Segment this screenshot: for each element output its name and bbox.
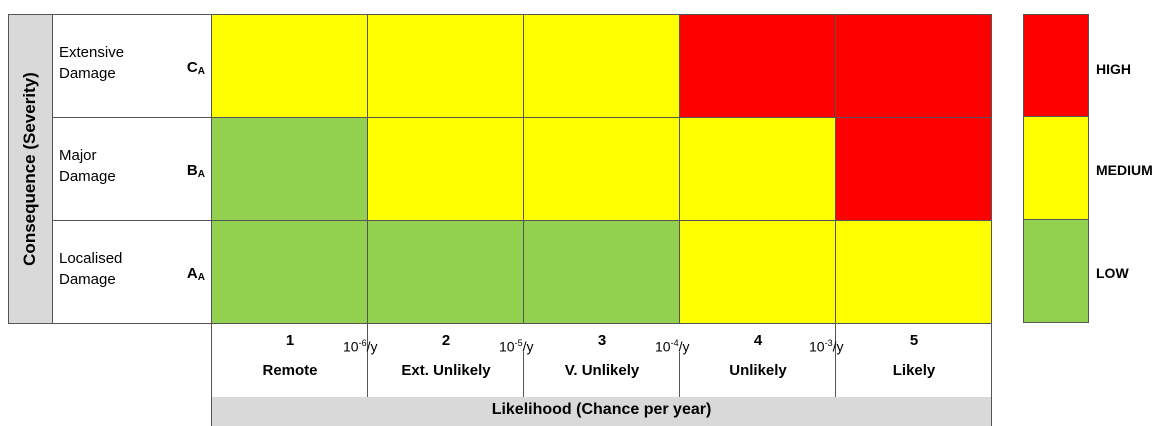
risk-cell-b3-medium: [524, 118, 680, 221]
likelihood-divider: [679, 352, 680, 397]
risk-cell-a5-medium: [836, 221, 991, 323]
likelihood-threshold: 10-4/y: [655, 338, 689, 355]
threshold-exponent: -3: [824, 338, 833, 348]
likelihood-name: Unlikely: [729, 362, 787, 379]
threshold-exponent: -6: [358, 338, 367, 348]
threshold-unit: /y: [522, 338, 534, 355]
x-axis-title: Likelihood (Chance per year): [491, 401, 712, 418]
severity-code-letter: C: [186, 59, 198, 76]
risk-cell-b2-medium: [368, 118, 524, 221]
severity-code: AA: [187, 265, 205, 283]
severity-name-line: Localised: [59, 250, 123, 267]
severity-name: Localised Damage: [59, 248, 159, 290]
likelihood-number: 1: [285, 332, 295, 349]
likelihood-number: 2: [441, 332, 451, 349]
severity-name-line: Major: [59, 147, 97, 164]
likelihood-number: 5: [909, 332, 919, 349]
y-axis-title: Consequence (Severity): [20, 72, 39, 266]
risk-cell-b1-low: [212, 118, 368, 221]
risk-matrix: [211, 14, 992, 324]
severity-code-letter: B: [186, 162, 198, 179]
severity-row-b: Major Damage BA: [53, 118, 211, 221]
likelihood-name: V. Unlikely: [564, 362, 640, 379]
risk-cell-c3-medium: [524, 15, 680, 118]
risk-cell-c2-medium: [368, 15, 524, 118]
x-axis-title-box: [211, 397, 992, 426]
severity-name: Major Damage: [59, 145, 159, 187]
severity-row-c: Extensive Damage CA: [53, 15, 211, 118]
risk-cell-b4-medium: [680, 118, 836, 221]
threshold-base: 10: [809, 338, 825, 355]
threshold-base: 10: [499, 338, 515, 355]
threshold-base: 10: [655, 338, 671, 355]
risk-cell-c1-medium: [212, 15, 368, 118]
severity-name: Extensive Damage: [59, 42, 159, 84]
legend-label-high: HIGH: [1096, 61, 1131, 77]
likelihood-divider: [523, 352, 524, 397]
severity-code-letter: A: [186, 265, 198, 282]
threshold-base: 10: [343, 338, 359, 355]
legend-label-low: LOW: [1096, 265, 1129, 281]
risk-cell-c5-high: [836, 15, 991, 118]
consequence-column: Extensive Damage CA Major Damage BA Loca…: [53, 14, 211, 324]
likelihood-threshold: 10-6/y: [343, 338, 377, 355]
threshold-exponent: -4: [670, 338, 679, 348]
likelihood-name: Likely: [892, 362, 936, 379]
risk-cell-a2-low: [368, 221, 524, 323]
severity-name-line: Damage: [59, 65, 116, 82]
severity-name-line: Extensive: [59, 44, 125, 61]
threshold-unit: /y: [678, 338, 690, 355]
legend-swatch-high: [1023, 14, 1089, 117]
severity-code-subscript: A: [197, 272, 205, 283]
likelihood-divider: [367, 324, 368, 397]
severity-code: CA: [187, 59, 205, 77]
threshold-unit: /y: [366, 338, 378, 355]
threshold-unit: /y: [832, 338, 844, 355]
legend-swatch-medium: [1023, 117, 1089, 220]
risk-cell-a4-medium: [680, 221, 836, 323]
y-axis-title-box: [8, 14, 53, 324]
risk-cell-b5-high: [836, 118, 991, 221]
likelihood-name: Remote: [262, 362, 318, 379]
likelihood-threshold: 10-5/y: [499, 338, 533, 355]
likelihood-name: Ext. Unlikely: [401, 362, 491, 379]
severity-name-line: Damage: [59, 168, 116, 185]
likelihood-number: 4: [753, 332, 763, 349]
severity-name-line: Damage: [59, 271, 116, 288]
likelihood-threshold: 10-3/y: [809, 338, 843, 355]
severity-code-subscript: A: [197, 169, 205, 180]
likelihood-number: 3: [597, 332, 607, 349]
severity-code: BA: [187, 162, 205, 180]
likelihood-divider: [835, 324, 836, 397]
severity-row-a: Localised Damage AA: [53, 221, 211, 324]
severity-code-subscript: A: [197, 66, 205, 77]
legend-swatch-low: [1023, 220, 1089, 323]
likelihood-labels: 1 2 3 4 5 Remote Ext. Unlikely V. Unlike…: [211, 324, 992, 397]
threshold-exponent: -5: [514, 338, 523, 348]
legend-label-medium: MEDIUM: [1096, 162, 1153, 178]
risk-cell-a3-low: [524, 221, 680, 323]
risk-cell-c4-high: [680, 15, 836, 118]
risk-cell-a1-low: [212, 221, 368, 323]
